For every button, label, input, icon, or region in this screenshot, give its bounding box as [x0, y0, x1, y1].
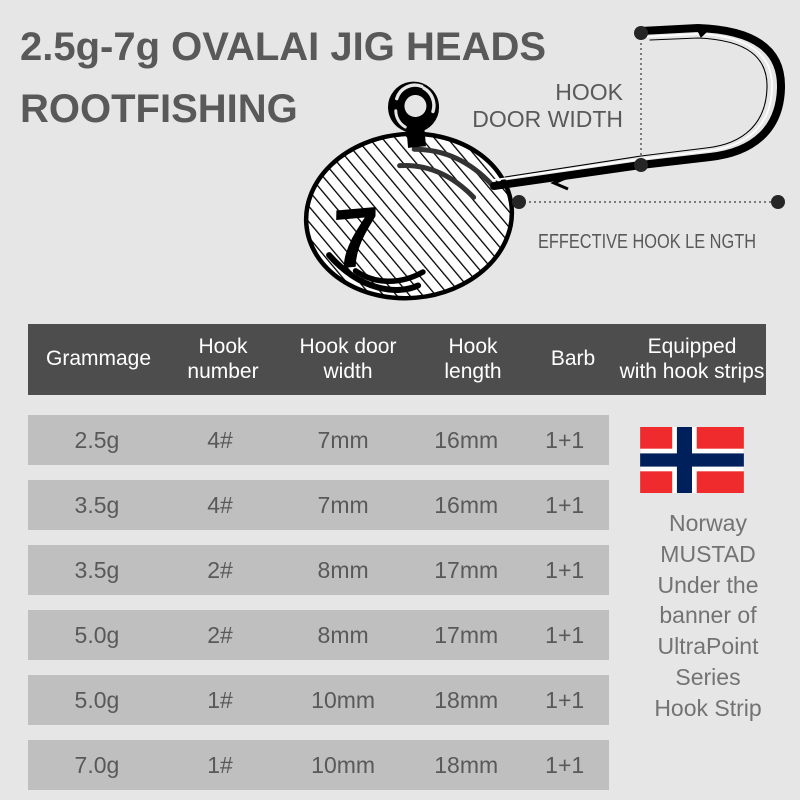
svg-text:EFFECTIVE HOOK LE NGTH: EFFECTIVE HOOK LE NGTH: [538, 231, 756, 253]
svg-text:DOOR WIDTH: DOOR WIDTH: [472, 106, 623, 132]
svg-text:HOOK: HOOK: [555, 79, 623, 105]
